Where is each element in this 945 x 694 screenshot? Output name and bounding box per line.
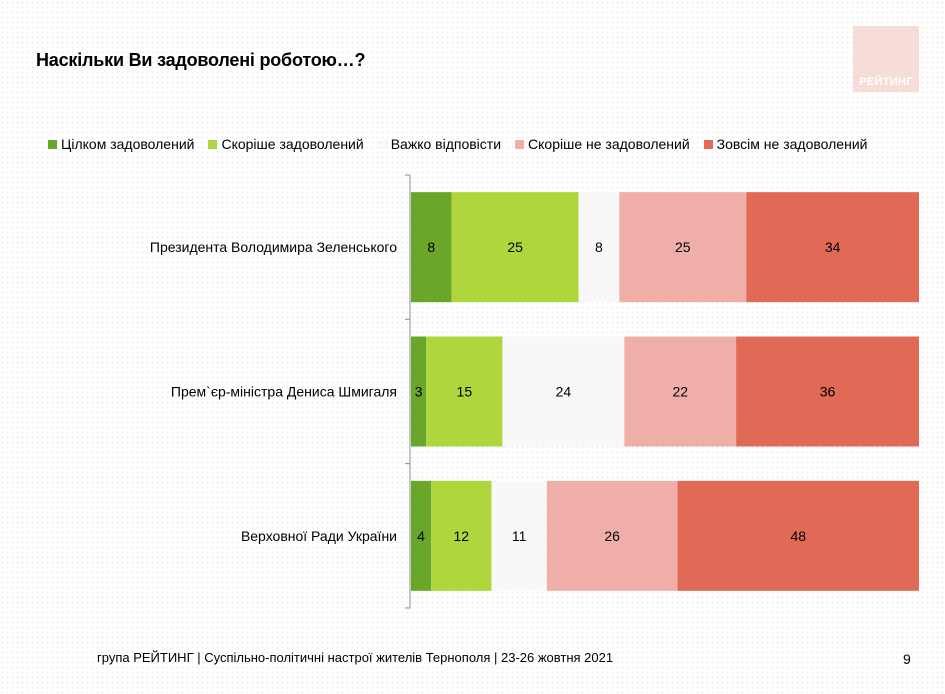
legend-swatch	[703, 139, 713, 149]
bar-segment	[502, 336, 625, 447]
bar-segment	[578, 192, 620, 303]
bar-segment	[619, 192, 747, 303]
chart-legend: Цілком задоволений Скоріше задоволений Важ…	[48, 135, 928, 153]
data-label: 25	[507, 239, 523, 255]
bar-segment	[411, 192, 452, 303]
legend-item: Скоріше не задоволений	[515, 136, 690, 152]
bar-segment	[431, 480, 492, 591]
legend-swatch	[48, 139, 57, 149]
logo-text: РЕЙТИНГ	[859, 76, 913, 88]
footer-source: група РЕЙТИНГ | Суспільно-політичні наст…	[97, 650, 614, 665]
rating-logo: РЕЙТИНГ	[853, 26, 919, 92]
legend-swatch	[515, 139, 525, 149]
chart-title: Наскільки Ви задоволені роботою…?	[36, 50, 366, 70]
data-label: 22	[672, 384, 688, 400]
legend-label: Зовсім не задоволений	[716, 136, 868, 152]
data-label: 12	[454, 528, 470, 544]
data-label: 4	[417, 528, 425, 544]
bar-segment	[411, 480, 432, 591]
category-label: Верховної Ради України	[241, 528, 397, 544]
bar-segment	[451, 192, 579, 303]
bar-segment	[411, 336, 427, 447]
legend-swatch	[377, 139, 387, 149]
legend-item: Цілком задоволений	[48, 136, 194, 152]
data-label: 15	[457, 384, 473, 400]
bar-segment	[426, 336, 503, 447]
legend-label: Скоріше задоволений	[221, 136, 364, 152]
legend-label: Цілком задоволений	[61, 136, 195, 152]
data-label: 11	[512, 528, 527, 544]
page-number: 9	[903, 651, 911, 667]
legend-label: Скоріше не задоволений	[528, 136, 690, 152]
data-label: 8	[427, 239, 435, 255]
data-label: 25	[675, 239, 691, 255]
legend-item: Важко відповісти	[377, 136, 502, 152]
bar-segment	[736, 336, 919, 447]
bar-segment	[746, 192, 919, 303]
bar-segment	[491, 480, 547, 591]
data-label: 8	[595, 239, 603, 255]
data-label: 34	[825, 239, 841, 255]
legend-swatch	[208, 139, 218, 149]
data-label: 24	[556, 384, 572, 400]
legend-item: Зовсім не задоволений	[703, 136, 868, 152]
legend-label: Важко відповісти	[390, 136, 502, 152]
bar-segment	[624, 336, 737, 447]
category-label: Президента Володимира Зеленського	[150, 239, 397, 255]
data-label: 36	[820, 384, 836, 400]
data-label: 48	[790, 528, 806, 544]
legend-item: Скоріше задоволений	[208, 136, 364, 152]
category-label: Прем`єр-міністра Дениса Шмигаля	[171, 384, 397, 400]
bar-segment	[546, 480, 678, 591]
bar-segment	[677, 480, 919, 591]
data-label: 3	[415, 384, 423, 400]
data-label: 26	[604, 528, 620, 544]
